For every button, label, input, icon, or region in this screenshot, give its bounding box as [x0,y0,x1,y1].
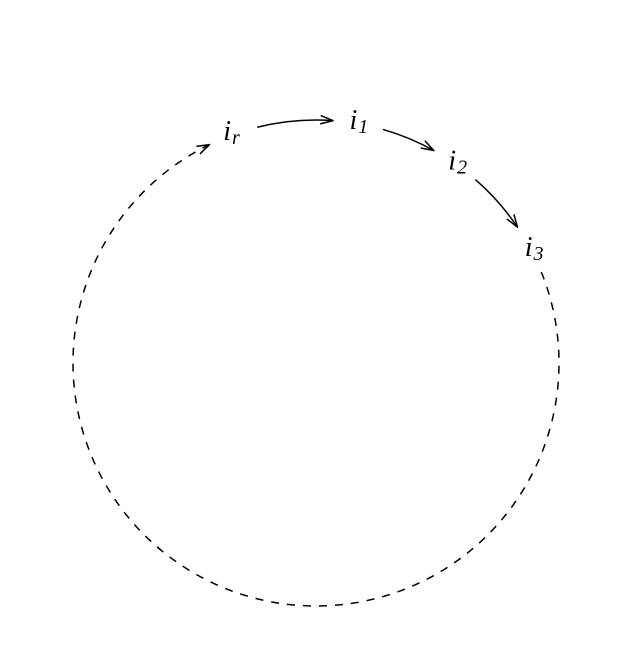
node-label-main: i [350,104,358,135]
node-label-sub: 1 [358,116,368,138]
node-label-sub: 3 [532,243,543,265]
edge-i2-i3 [475,180,517,228]
node-label-ir: ir [223,115,240,149]
cycle-diagram: iri1i2i3 [0,0,642,667]
edge-i3-ir [73,145,559,606]
node-label-sub: 2 [457,157,467,179]
node-label-main: i [525,232,533,263]
arrowhead [197,145,210,154]
node-label-i1: i1 [350,104,369,138]
node-label-i3: i3 [525,232,544,266]
node-label-i2: i2 [448,145,467,179]
node-label-main: i [223,115,231,146]
node-label-main: i [448,145,456,176]
edge-i1-i2 [383,129,434,150]
arrowhead [421,141,433,150]
node-label-sub: r [232,127,240,149]
